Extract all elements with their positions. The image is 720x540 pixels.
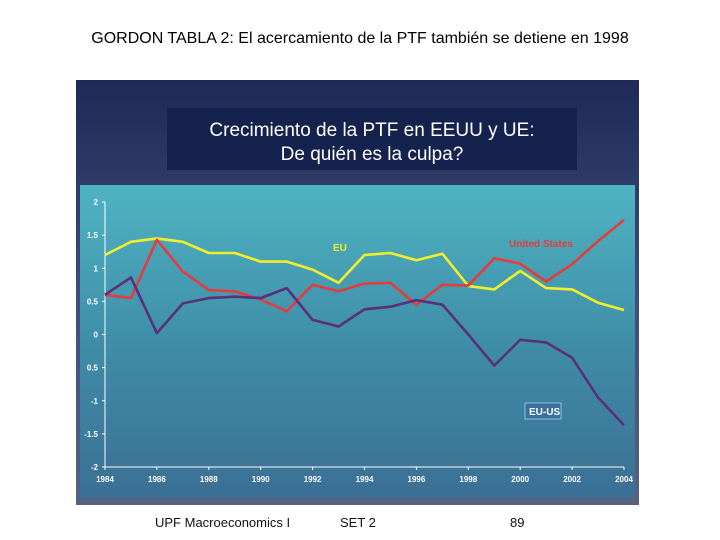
legend-label-eu-us: EU-US xyxy=(529,407,560,418)
y-tick-label: 0.5 xyxy=(87,297,99,306)
footer-set: SET 2 xyxy=(340,515,376,530)
y-tick-label: 2 xyxy=(94,198,99,207)
x-tick-label: 1998 xyxy=(459,475,477,484)
x-tick-label: 2002 xyxy=(563,475,581,484)
x-axis-ticks: 1984 1986 1988 1990 1992 1994 1996 1998 2000 2002… xyxy=(96,467,633,484)
legend-label-united-states: United States xyxy=(509,239,573,250)
chart-title-line2: De quién es la culpa? xyxy=(281,144,464,165)
slide-title: GORDON TABLA 2: El acercamiento de la PT… xyxy=(91,30,629,47)
chart-panel: Crecimiento de la PTF en EEUU y UE: De q… xyxy=(76,80,639,505)
legend-label-eu: EU xyxy=(333,243,347,254)
x-tick-label: 1992 xyxy=(304,475,322,484)
y-tick-label: -1 xyxy=(91,397,99,406)
legend-box-eu-us xyxy=(524,402,562,420)
y-tick-label: -1.5 xyxy=(84,430,98,439)
chart-title-line1: Crecimiento de la PTF en EEUU y UE: xyxy=(209,120,534,141)
series-line-eu xyxy=(104,237,625,312)
x-tick-label: 2000 xyxy=(511,475,529,484)
y-tick-label: 0 xyxy=(94,331,99,340)
y-tick-label: -2 xyxy=(91,463,99,472)
y-tick-label: 1 xyxy=(94,264,99,273)
x-tick-label: 1988 xyxy=(200,475,218,484)
series-lines xyxy=(104,218,625,427)
x-tick-label: 1994 xyxy=(356,475,374,484)
y-tick-label: 1.5 xyxy=(87,231,99,240)
x-tick-label: 1984 xyxy=(96,475,114,484)
footer-course: UPF Macroeconomics I xyxy=(155,515,291,530)
x-tick-label: 2004 xyxy=(615,475,633,484)
x-tick-label: 1996 xyxy=(408,475,426,484)
y-tick-label: 0.5 xyxy=(87,364,99,373)
x-tick-label: 1990 xyxy=(252,475,270,484)
chart-title-box xyxy=(167,108,577,170)
plot-area xyxy=(80,185,635,498)
series-labels: EU United States EU-US xyxy=(333,239,573,420)
series-line-eu-us xyxy=(104,276,625,427)
x-tick-label: 1986 xyxy=(148,475,166,484)
series-line-united-states xyxy=(104,218,625,313)
y-axis-ticks: 2 1.5 1 0.5 0 0.5 -1 -1.5 -2 xyxy=(84,198,105,472)
page-number: 89 xyxy=(510,515,525,530)
